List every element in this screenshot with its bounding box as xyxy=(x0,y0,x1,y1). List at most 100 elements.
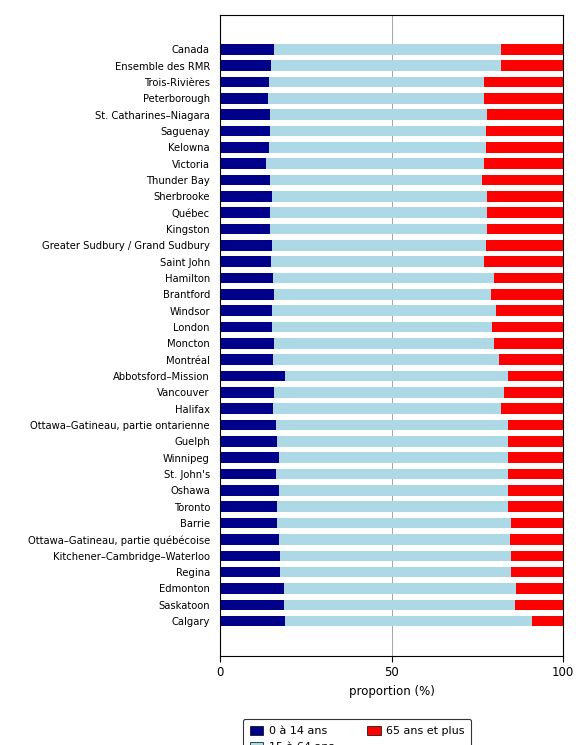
Bar xyxy=(220,485,278,495)
Bar xyxy=(220,404,273,414)
Bar xyxy=(508,469,563,480)
Bar xyxy=(496,305,563,316)
Bar xyxy=(220,322,273,332)
Bar xyxy=(499,355,563,365)
Bar xyxy=(220,289,274,299)
Bar xyxy=(220,600,284,610)
Bar xyxy=(220,191,273,202)
Bar xyxy=(220,616,285,627)
Bar xyxy=(220,110,270,120)
Bar xyxy=(270,110,487,120)
Bar xyxy=(220,469,276,480)
Bar xyxy=(271,256,484,267)
Bar xyxy=(278,452,508,463)
Bar xyxy=(273,355,499,365)
Bar xyxy=(508,419,563,431)
Bar xyxy=(220,534,279,545)
Bar xyxy=(220,501,277,512)
Bar xyxy=(274,338,494,349)
Bar xyxy=(512,518,563,528)
Bar xyxy=(487,110,563,120)
Bar xyxy=(220,355,273,365)
Bar xyxy=(484,93,563,104)
Bar xyxy=(220,518,277,528)
Bar xyxy=(220,77,269,87)
Bar xyxy=(280,567,512,577)
Bar xyxy=(484,77,563,87)
Bar xyxy=(220,126,270,136)
Bar xyxy=(220,240,273,251)
Bar xyxy=(487,191,563,202)
X-axis label: proportion (%): proportion (%) xyxy=(349,685,434,697)
Bar xyxy=(492,322,563,332)
Bar xyxy=(494,273,563,283)
Bar xyxy=(485,240,563,251)
Bar xyxy=(484,159,563,169)
Bar xyxy=(280,551,512,561)
Bar xyxy=(269,77,484,87)
Bar xyxy=(514,600,563,610)
Bar xyxy=(508,452,563,463)
Bar xyxy=(269,142,485,153)
Bar xyxy=(220,338,274,349)
Bar xyxy=(220,175,270,186)
Bar xyxy=(273,404,501,414)
Bar xyxy=(279,534,510,545)
Bar xyxy=(494,338,563,349)
Bar xyxy=(277,501,508,512)
Bar xyxy=(501,404,563,414)
Bar xyxy=(220,44,274,54)
Bar xyxy=(284,583,516,594)
Bar xyxy=(510,534,563,545)
Bar xyxy=(501,44,563,54)
Bar xyxy=(220,567,280,577)
Bar xyxy=(220,419,276,431)
Bar xyxy=(270,224,487,235)
Bar xyxy=(220,452,278,463)
Bar xyxy=(220,371,285,381)
Bar xyxy=(220,93,269,104)
Bar xyxy=(273,240,485,251)
Bar xyxy=(485,142,563,153)
Bar xyxy=(220,436,277,447)
Bar xyxy=(220,583,284,594)
Bar xyxy=(220,305,273,316)
Bar xyxy=(508,501,563,512)
Bar xyxy=(277,518,512,528)
Bar xyxy=(270,207,487,218)
Legend: 0 à 14 ans, 15 à 64 ans, 65 ans et plus: 0 à 14 ans, 15 à 64 ans, 65 ans et plus xyxy=(243,719,472,745)
Bar xyxy=(482,175,563,186)
Bar xyxy=(276,419,508,431)
Bar xyxy=(220,207,270,218)
Bar xyxy=(270,126,485,136)
Bar xyxy=(278,485,508,495)
Bar xyxy=(220,159,266,169)
Bar xyxy=(270,175,482,186)
Bar xyxy=(220,387,274,398)
Bar xyxy=(220,551,280,561)
Bar xyxy=(271,60,501,71)
Bar xyxy=(485,126,563,136)
Bar xyxy=(505,387,563,398)
Bar xyxy=(508,485,563,495)
Bar xyxy=(532,616,563,627)
Bar xyxy=(501,60,563,71)
Bar xyxy=(484,256,563,267)
Bar xyxy=(512,551,563,561)
Bar xyxy=(273,191,487,202)
Bar xyxy=(508,371,563,381)
Bar xyxy=(285,371,508,381)
Bar xyxy=(491,289,563,299)
Bar xyxy=(274,289,491,299)
Bar xyxy=(220,142,269,153)
Bar xyxy=(273,305,496,316)
Bar xyxy=(220,60,271,71)
Bar xyxy=(274,44,501,54)
Bar xyxy=(284,600,514,610)
Bar xyxy=(487,207,563,218)
Bar xyxy=(512,567,563,577)
Bar xyxy=(276,469,508,480)
Bar xyxy=(220,224,270,235)
Bar xyxy=(273,273,494,283)
Bar xyxy=(274,387,505,398)
